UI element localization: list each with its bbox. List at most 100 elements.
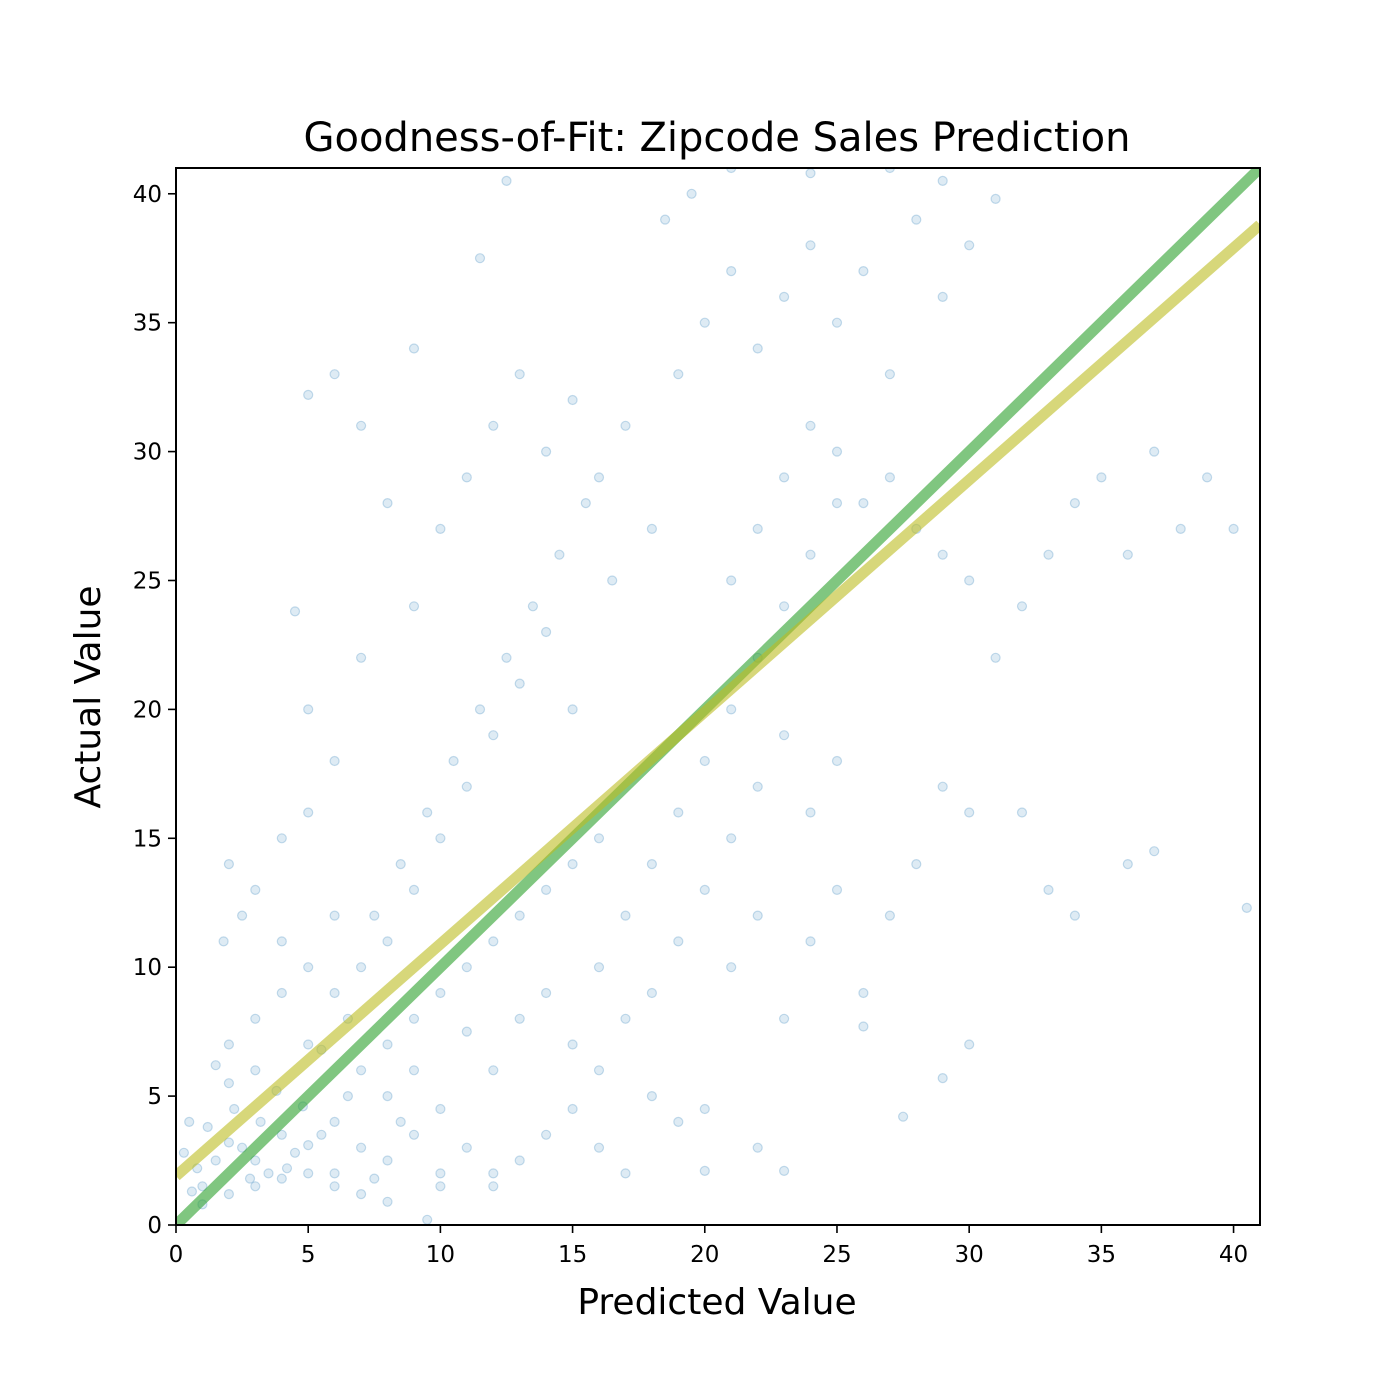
scatter-point (223, 1188, 234, 1200)
scatter-point (184, 1116, 195, 1128)
scatter-point (1175, 523, 1186, 535)
scatter-point (646, 523, 658, 535)
scatter-point (382, 1196, 393, 1207)
scatter-point (501, 652, 512, 663)
scatter-point (422, 807, 433, 818)
scatter-point (329, 369, 340, 380)
scatter-point (646, 987, 658, 999)
scatter-point (1149, 846, 1160, 857)
scatter-point (937, 1072, 948, 1084)
scatter-point (1043, 884, 1054, 896)
scatter-point (1241, 902, 1252, 914)
scatter-point (1016, 601, 1028, 612)
scatter-point (435, 1168, 446, 1179)
scatter-point (461, 962, 472, 973)
scatter-point (422, 1214, 433, 1225)
scatter-point (1122, 549, 1133, 560)
scatter-point (1201, 472, 1213, 483)
scatter-point (858, 266, 869, 277)
scatter-point (726, 168, 737, 174)
x-tick-label: 35 (1087, 1242, 1116, 1268)
scatter-point (620, 1168, 631, 1179)
scatter-point (210, 1155, 221, 1166)
scatter-point (593, 472, 605, 483)
scatter-point (435, 987, 446, 999)
scatter-point (593, 962, 605, 973)
scatter-point (964, 240, 975, 251)
scatter-point (408, 1013, 420, 1024)
scatter-point (831, 755, 843, 767)
scatter-point (329, 1181, 340, 1192)
scatter-point (752, 1142, 763, 1153)
scatter-point (726, 704, 737, 715)
scatter-point (699, 1103, 710, 1115)
scatter-point (488, 1168, 499, 1179)
plot-area (175, 167, 1261, 1226)
scatter-point (752, 781, 763, 792)
scatter-point (884, 369, 896, 380)
scatter-point (964, 1039, 975, 1050)
scatter-point (244, 1173, 256, 1184)
scatter-point (474, 704, 486, 715)
y-tick-label: 25 (133, 568, 162, 594)
scatter-point (831, 446, 843, 457)
scatter-point (237, 910, 248, 921)
scatter-point (263, 1168, 274, 1179)
scatter-point (699, 317, 710, 328)
scatter-point (805, 240, 816, 251)
x-tick-label: 10 (426, 1242, 455, 1268)
scatter-point (303, 962, 314, 973)
scatter-point (831, 317, 843, 328)
scatter-point (408, 343, 420, 354)
scatter-point (395, 1116, 406, 1128)
scatter-point (567, 1103, 578, 1115)
y-tick-label: 35 (133, 311, 162, 337)
scatter-point (382, 1039, 393, 1050)
scatter-point (514, 1013, 525, 1024)
scatter-point (673, 1116, 684, 1128)
scatter-point (514, 678, 525, 689)
scatter-point (990, 193, 1001, 204)
scatter-point (937, 175, 948, 186)
scatter-point (593, 1142, 605, 1153)
x-tick-label: 25 (822, 1242, 851, 1268)
scatter-point (752, 910, 763, 921)
scatter-point (178, 1147, 189, 1158)
scatter-point (250, 1155, 261, 1166)
scatter-point (382, 1155, 393, 1166)
scatter-point (369, 910, 380, 921)
scatter-point (382, 498, 393, 509)
scatter-point (937, 781, 948, 792)
scatter-point (726, 962, 737, 973)
scatter-point (223, 1137, 234, 1148)
scatter-point (726, 833, 737, 844)
scatter-point (540, 446, 552, 457)
y-tick-label: 40 (133, 182, 162, 208)
scatter-point (699, 1165, 710, 1177)
scatter-point (964, 807, 975, 818)
scatter-point (514, 910, 525, 921)
scatter-point (805, 807, 816, 818)
scatter-point (303, 1168, 314, 1179)
y-axis-ticks: 0 5 10 15 20 25 30 35 40 (133, 182, 176, 1239)
scatter-point (461, 1026, 472, 1037)
scatter-point (778, 1013, 790, 1024)
x-tick-label: 40 (1219, 1242, 1248, 1268)
scatter-point (408, 1065, 420, 1076)
scatter-point (329, 1168, 340, 1179)
scatter-point (488, 1065, 499, 1076)
scatter-point (831, 498, 843, 509)
scatter-point (831, 884, 843, 896)
scatter-point (620, 1013, 631, 1024)
scatter-point (726, 266, 737, 277)
scatter-point (540, 1129, 552, 1140)
scatter-point (1228, 523, 1239, 535)
scatter-point (356, 420, 367, 431)
x-tick-label: 30 (955, 1242, 984, 1268)
scatter-point (514, 1155, 525, 1166)
scatter-point (514, 369, 525, 380)
scatter-point (461, 472, 472, 483)
scatter-point (567, 394, 578, 406)
scatter-point (488, 730, 499, 741)
